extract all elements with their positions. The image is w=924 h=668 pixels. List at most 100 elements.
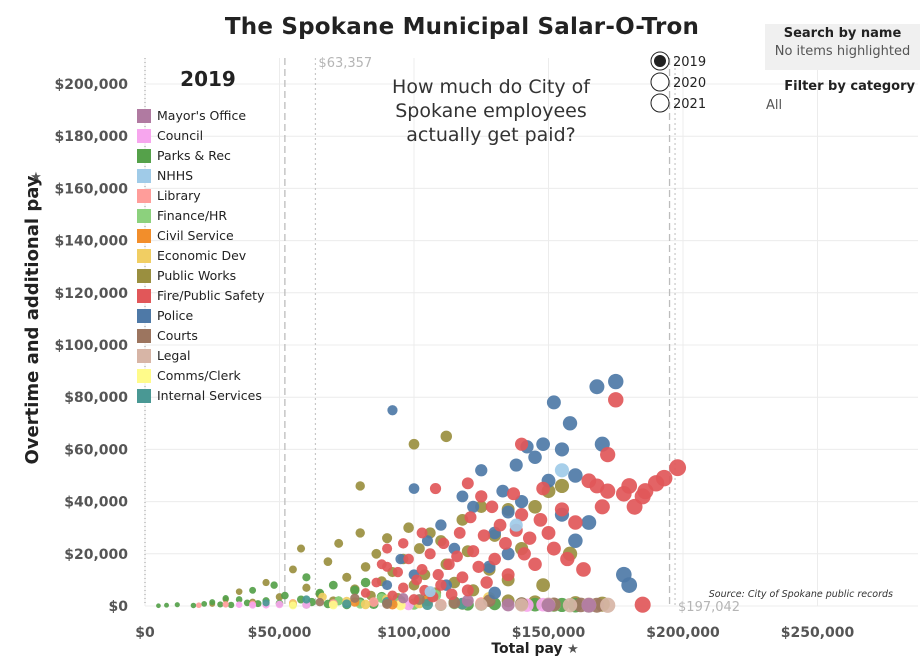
data-point[interactable] — [174, 602, 180, 608]
data-point[interactable] — [456, 571, 469, 584]
data-point[interactable] — [669, 459, 687, 477]
year-radio-label[interactable]: 2019 — [673, 55, 706, 70]
legend-item-label[interactable]: Public Works — [157, 268, 236, 283]
data-point[interactable] — [528, 450, 542, 465]
data-point[interactable] — [435, 579, 447, 591]
data-point[interactable] — [477, 529, 491, 542]
data-point[interactable] — [360, 577, 371, 588]
data-point[interactable] — [302, 573, 311, 582]
data-point[interactable] — [243, 599, 251, 607]
data-point[interactable] — [560, 551, 575, 567]
data-point[interactable] — [589, 379, 605, 395]
legend-swatch[interactable] — [137, 209, 151, 223]
data-point[interactable] — [398, 582, 409, 593]
data-point[interactable] — [334, 538, 344, 548]
data-point[interactable] — [514, 598, 529, 612]
data-point[interactable] — [432, 569, 444, 581]
data-point[interactable] — [562, 598, 578, 613]
data-point[interactable] — [435, 519, 447, 531]
data-point[interactable] — [235, 596, 243, 603]
y-axis-pin-icon[interactable]: ★ — [30, 170, 42, 185]
data-point[interactable] — [475, 464, 488, 477]
data-point[interactable] — [190, 602, 197, 609]
data-point[interactable] — [371, 548, 382, 559]
data-point[interactable] — [350, 585, 360, 596]
data-point[interactable] — [501, 598, 515, 612]
data-point[interactable] — [501, 505, 515, 519]
data-point[interactable] — [600, 483, 616, 499]
data-point[interactable] — [227, 601, 235, 609]
data-point[interactable] — [467, 545, 480, 558]
data-point[interactable] — [581, 515, 597, 530]
data-point[interactable] — [451, 550, 463, 563]
data-point[interactable] — [217, 601, 224, 608]
x-axis-pin-icon[interactable]: ★ — [567, 642, 579, 657]
data-point[interactable] — [546, 395, 561, 410]
data-point[interactable] — [328, 600, 338, 610]
data-point[interactable] — [328, 580, 338, 590]
data-point[interactable] — [541, 598, 556, 613]
data-point[interactable] — [382, 533, 393, 544]
data-point[interactable] — [461, 594, 474, 607]
data-point[interactable] — [488, 552, 501, 566]
data-point[interactable] — [536, 578, 550, 592]
data-point[interactable] — [413, 543, 425, 554]
data-point[interactable] — [514, 494, 529, 509]
legend-swatch[interactable] — [137, 189, 151, 203]
data-point[interactable] — [289, 601, 297, 610]
data-point[interactable] — [302, 583, 311, 592]
legend-item-label[interactable]: Finance/HR — [157, 208, 227, 223]
legend-swatch[interactable] — [137, 309, 151, 323]
data-point[interactable] — [608, 373, 624, 390]
legend-swatch[interactable] — [137, 129, 151, 143]
data-point[interactable] — [195, 602, 202, 609]
data-point[interactable] — [411, 574, 423, 586]
legend-item-label[interactable]: Legal — [157, 348, 191, 363]
data-point[interactable] — [235, 588, 243, 595]
data-point[interactable] — [382, 598, 393, 609]
search-by-name-box[interactable]: Search by name No items highlighted — [765, 24, 920, 70]
data-point[interactable] — [509, 518, 523, 532]
data-point[interactable] — [445, 588, 458, 601]
data-point[interactable] — [600, 597, 616, 613]
data-point[interactable] — [528, 557, 542, 572]
data-point[interactable] — [275, 600, 284, 609]
year-radio-label[interactable]: 2020 — [673, 76, 706, 91]
data-point[interactable] — [475, 598, 488, 611]
data-point[interactable] — [621, 577, 638, 593]
data-point[interactable] — [355, 481, 365, 491]
data-point[interactable] — [416, 527, 428, 539]
data-point[interactable] — [554, 463, 570, 478]
year-radio-label[interactable]: 2021 — [673, 97, 706, 112]
search-input[interactable]: No items highlighted — [774, 44, 911, 59]
data-point[interactable] — [655, 469, 673, 487]
data-point[interactable] — [456, 490, 469, 503]
legend-item-label[interactable]: Civil Service — [157, 228, 234, 243]
data-point[interactable] — [360, 599, 371, 610]
data-point[interactable] — [440, 430, 453, 443]
data-point[interactable] — [554, 502, 570, 517]
data-point[interactable] — [480, 576, 493, 589]
data-point[interactable] — [514, 437, 529, 451]
legend-swatch[interactable] — [137, 229, 151, 243]
legend-swatch[interactable] — [137, 269, 151, 283]
data-point[interactable] — [262, 599, 270, 607]
data-point[interactable] — [464, 511, 477, 524]
data-point[interactable] — [382, 580, 393, 591]
data-point[interactable] — [461, 584, 474, 597]
data-point[interactable] — [443, 558, 455, 570]
data-point[interactable] — [475, 490, 488, 503]
data-point[interactable] — [424, 548, 436, 560]
legend-swatch[interactable] — [137, 389, 151, 403]
data-point[interactable] — [594, 499, 610, 515]
data-point[interactable] — [424, 586, 436, 598]
data-point[interactable] — [392, 566, 404, 578]
data-point[interactable] — [387, 590, 398, 601]
data-point[interactable] — [568, 533, 583, 548]
data-point[interactable] — [262, 578, 270, 587]
data-point[interactable] — [467, 500, 480, 513]
legend-item-label[interactable]: Fire/Public Safety — [157, 288, 265, 303]
data-point[interactable] — [323, 557, 333, 566]
data-point[interactable] — [387, 405, 398, 416]
legend-swatch[interactable] — [137, 369, 151, 383]
